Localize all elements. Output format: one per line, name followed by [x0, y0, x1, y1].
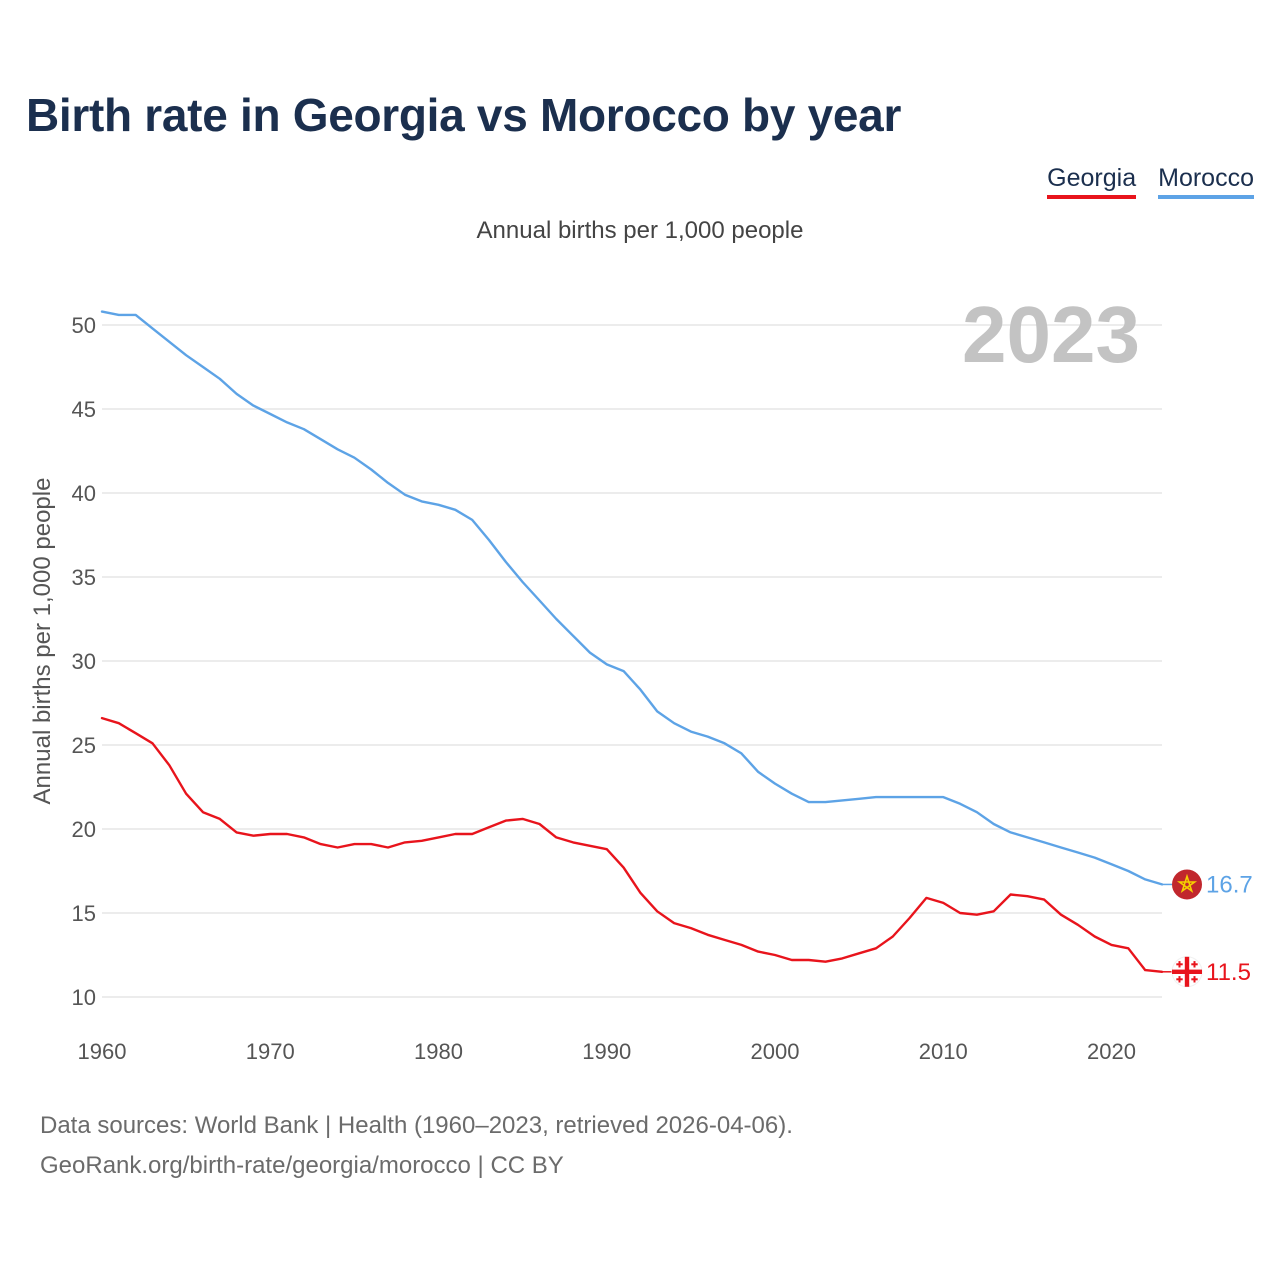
grid-lines — [102, 324, 1162, 998]
x-tick-label: 2020 — [1087, 1039, 1136, 1064]
y-tick-label: 20 — [72, 817, 96, 842]
y-tick-label: 25 — [72, 733, 96, 758]
y-tick-label: 45 — [72, 397, 96, 422]
y-axis-title: Annual births per 1,000 people — [29, 478, 56, 805]
footer-url: GeoRank.org/birth-rate/georgia/morocco |… — [40, 1152, 564, 1179]
legend-item-georgia[interactable]: Georgia — [1047, 164, 1137, 199]
chart-subtitle: Annual births per 1,000 people — [476, 217, 804, 244]
y-tick-label: 35 — [72, 565, 96, 590]
x-tick-label: 1980 — [414, 1039, 463, 1064]
y-tick-label: 15 — [72, 901, 96, 926]
footer: Data sources: World Bank | Health (1960–… — [40, 1106, 793, 1186]
year-watermark: 2023 — [962, 290, 1140, 379]
x-tick-label: 1990 — [582, 1039, 631, 1064]
series-line-morocco — [100, 310, 1164, 886]
end-value-label-morocco: 16.7 — [1206, 871, 1253, 898]
series-line-georgia — [100, 716, 1164, 973]
morocco-flag-icon — [1172, 869, 1202, 900]
line-chart: 10 15 20 25 30 35 40 45 50 1960 1970 1980 1990 2000 2… — [29, 290, 1253, 1064]
y-tick-label: 40 — [72, 481, 96, 506]
chart-title: Birth rate in Georgia vs Morocco by year — [26, 89, 902, 141]
y-axis-ticks: 10 15 20 25 30 35 40 45 50 — [72, 313, 96, 1010]
series-end-markers: 11.5 16.7 — [1162, 869, 1253, 988]
x-tick-label: 2010 — [919, 1039, 968, 1064]
footer-source: Data sources: World Bank | Health (1960–… — [40, 1112, 793, 1139]
x-axis-ticks: 1960 1970 1980 1990 2000 2010 2020 — [78, 1039, 1136, 1064]
y-tick-label: 10 — [72, 985, 96, 1010]
x-tick-label: 1970 — [246, 1039, 295, 1064]
end-value-label-georgia: 11.5 — [1206, 959, 1251, 986]
legend-item-morocco[interactable]: Morocco — [1158, 164, 1254, 199]
georgia-flag-icon — [1171, 956, 1203, 988]
y-tick-label: 30 — [72, 649, 96, 674]
x-tick-label: 2000 — [751, 1039, 800, 1064]
x-tick-label: 1960 — [78, 1039, 127, 1064]
series-lines — [100, 310, 1164, 973]
y-tick-label: 50 — [72, 313, 96, 338]
legend: Georgia Morocco — [1047, 164, 1254, 199]
